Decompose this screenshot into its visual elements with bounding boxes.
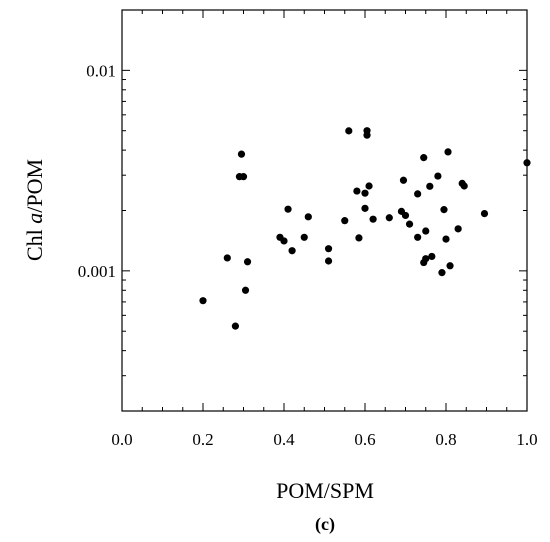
data-point (353, 187, 361, 195)
x-tick-label: 0.4 (273, 430, 295, 449)
data-point (324, 257, 333, 265)
data-point (239, 173, 248, 181)
data-points (199, 127, 531, 330)
data-point (199, 297, 207, 305)
x-axis-title: POM/SPM (276, 478, 374, 503)
data-point (288, 247, 296, 255)
data-point (523, 159, 531, 167)
y-axis-ticks: 0.001 0.01 (78, 9, 527, 412)
data-point (420, 154, 428, 162)
y-tick-label: 0.01 (86, 61, 116, 80)
x-tick-label: 0.2 (192, 430, 213, 449)
data-point (231, 322, 239, 330)
data-point (446, 262, 454, 270)
data-point (304, 213, 312, 221)
data-point (405, 220, 414, 228)
data-point (341, 217, 349, 225)
data-point (438, 269, 446, 277)
data-point (361, 204, 369, 212)
data-point (241, 286, 250, 294)
x-tick-label: 0.6 (354, 430, 375, 449)
data-point (355, 234, 363, 242)
data-point (454, 225, 462, 233)
data-point (361, 189, 369, 197)
data-point (237, 150, 246, 158)
data-point (414, 233, 422, 241)
x-tick-label: 0.0 (111, 430, 132, 449)
data-point (480, 210, 489, 218)
panel-label: (c) (315, 514, 335, 535)
data-point (385, 214, 393, 222)
y-tick-label: 0.001 (78, 262, 116, 281)
data-point (223, 254, 231, 262)
y-axis-title-part-italic: a (22, 213, 47, 224)
data-point (434, 172, 442, 180)
data-point (369, 215, 377, 223)
data-point (399, 176, 408, 184)
data-point (284, 205, 292, 213)
y-axis-title-part-2: /POM (22, 159, 47, 213)
plot-frame (121, 9, 528, 412)
data-point (414, 190, 422, 198)
data-point (243, 258, 252, 266)
x-tick-label: 0.8 (435, 430, 456, 449)
data-point (422, 227, 430, 235)
data-point (324, 245, 333, 253)
data-point (401, 211, 410, 220)
data-point (345, 127, 353, 135)
data-point (363, 131, 371, 139)
data-point (426, 182, 434, 190)
data-point (444, 148, 452, 156)
data-point (442, 235, 450, 243)
data-point (440, 206, 448, 214)
y-axis-title-part-1: Chl (22, 224, 47, 261)
data-point (428, 252, 436, 261)
x-axis-ticks: 0.0 0.2 0.4 0.6 0.8 1.0 (111, 10, 538, 449)
x-tick-label: 1.0 (516, 430, 537, 449)
data-point (460, 182, 468, 190)
data-point (422, 255, 430, 263)
data-point (300, 233, 308, 241)
data-point (280, 237, 288, 245)
y-axis-title: Chl a/POM (22, 159, 47, 261)
data-point (365, 182, 373, 190)
